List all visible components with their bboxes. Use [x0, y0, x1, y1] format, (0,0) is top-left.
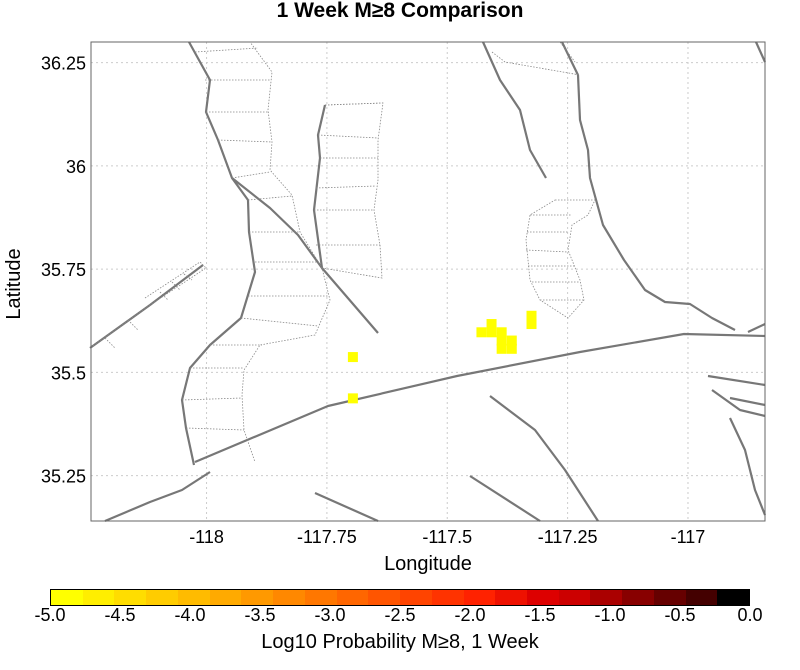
fault-line — [729, 396, 766, 407]
fault-zone — [89, 261, 207, 349]
colorbar-tick-label: -3.5 — [244, 605, 276, 625]
colorbar-tick-label: -3.0 — [314, 605, 346, 625]
y-axis-title: Latitude — [3, 248, 25, 319]
y-tick-labels: 36.25 36 35.75 35.5 35.25 — [41, 54, 86, 487]
map-plot: -118 -117.75 -117.5 -117.25 -117 36.25 36 35.7… — [3, 41, 767, 575]
fault-line — [180, 41, 257, 466]
fault-line — [747, 323, 766, 333]
probability-cells — [347, 310, 537, 404]
fault-line — [711, 389, 766, 418]
fault-line — [481, 41, 547, 179]
colorbar-swatch — [304, 590, 337, 605]
probability-cell — [347, 393, 358, 404]
fault-line — [754, 41, 767, 63]
probability-cell — [506, 335, 517, 346]
y-tick-label: 35.5 — [51, 363, 86, 383]
probability-cell — [476, 327, 487, 338]
probability-cell — [496, 343, 507, 354]
plot-frame — [90, 41, 766, 522]
colorbar-tick-label: -4.0 — [174, 605, 206, 625]
colorbar-swatch — [590, 590, 623, 605]
probability-cell — [526, 319, 537, 330]
probability-cell — [486, 319, 497, 330]
colorbar-swatch — [622, 590, 654, 605]
y-tick-label: 36 — [66, 157, 86, 177]
probability-cell — [496, 327, 507, 338]
x-tick-label: -117.25 — [538, 527, 598, 547]
x-tick-label: -117.5 — [422, 527, 472, 547]
colorbar-tick-label: -2.0 — [454, 605, 486, 625]
fault-zone — [525, 199, 596, 319]
colorbar-swatch — [273, 590, 305, 605]
colorbar-swatch — [336, 590, 369, 605]
colorbar-swatch — [685, 590, 718, 605]
colorbar-swatch — [51, 590, 83, 605]
colorbar-swatch — [400, 590, 432, 605]
fault-line — [104, 471, 211, 523]
fault-line — [231, 177, 379, 334]
colorbar — [50, 589, 750, 606]
colorbar-swatch — [82, 590, 115, 605]
colorbar-swatch — [527, 590, 559, 605]
x-axis-title: Longitude — [384, 553, 472, 575]
colorbar-swatch — [558, 590, 591, 605]
x-tick-label: -117 — [671, 527, 706, 547]
probability-cell — [526, 310, 537, 321]
colorbar-tick-label: -1.5 — [524, 605, 556, 625]
map-title: 1 Week M≥8 Comparison — [276, 0, 524, 22]
colorbar-tick-label: -2.5 — [384, 605, 416, 625]
probability-cell — [347, 352, 358, 363]
colorbar-swatch — [114, 590, 147, 605]
x-tick-label: -118 — [189, 527, 224, 547]
probability-cell — [486, 327, 497, 338]
fault-line — [314, 491, 379, 523]
fault-line — [89, 264, 204, 349]
fault-zone — [530, 41, 576, 63]
x-tick-label: -117.75 — [297, 527, 357, 547]
fault-zone — [189, 41, 331, 463]
colorbar-swatch — [146, 590, 178, 605]
colorbar-swatch — [463, 590, 496, 605]
colorbar-tick-label: -1.0 — [594, 605, 626, 625]
y-tick-label: 35.75 — [41, 260, 86, 280]
colorbar-swatch — [653, 590, 686, 605]
fault-line — [312, 104, 327, 269]
colorbar-tick-label: -5.0 — [34, 605, 66, 625]
x-tick-labels: -118 -117.75 -117.5 -117.25 -117 — [189, 527, 705, 547]
colorbar-title: Log10 Probability M≥8, 1 Week — [261, 631, 539, 653]
fault-zone-outlines — [89, 41, 596, 463]
y-tick-label: 35.25 — [41, 467, 86, 487]
fault-zone — [491, 51, 581, 76]
fault-line — [561, 41, 736, 331]
colorbar-swatch — [241, 590, 274, 605]
colorbar-swatch — [209, 590, 242, 605]
colorbar-swatch — [431, 590, 464, 605]
fault-line — [194, 332, 766, 464]
colorbar-tick-label: -4.5 — [104, 605, 136, 625]
colorbar-ticks: -5.0 -4.5 -4.0 -3.5 -3.0 -2.5 -2.0 -1.5 -1.0 -0.5… — [0, 603, 800, 627]
fault-lines — [89, 41, 767, 523]
fault-zone — [321, 102, 384, 279]
colorbar-tick-label: -0.5 — [664, 605, 696, 625]
fault-line — [469, 475, 541, 522]
gridlines — [91, 42, 765, 521]
colorbar-swatch — [177, 590, 210, 605]
fault-line — [489, 395, 599, 522]
colorbar-swatch — [368, 590, 401, 605]
ladder-rungs — [104, 47, 584, 431]
probability-cell — [506, 343, 517, 354]
fault-line — [729, 417, 767, 516]
y-tick-label: 36.25 — [41, 54, 86, 74]
colorbar-swatch — [717, 590, 750, 605]
colorbar-swatch — [495, 590, 528, 605]
probability-cell — [496, 335, 507, 346]
colorbar-tick-label: 0.0 — [737, 605, 763, 625]
fault-line — [707, 374, 766, 387]
